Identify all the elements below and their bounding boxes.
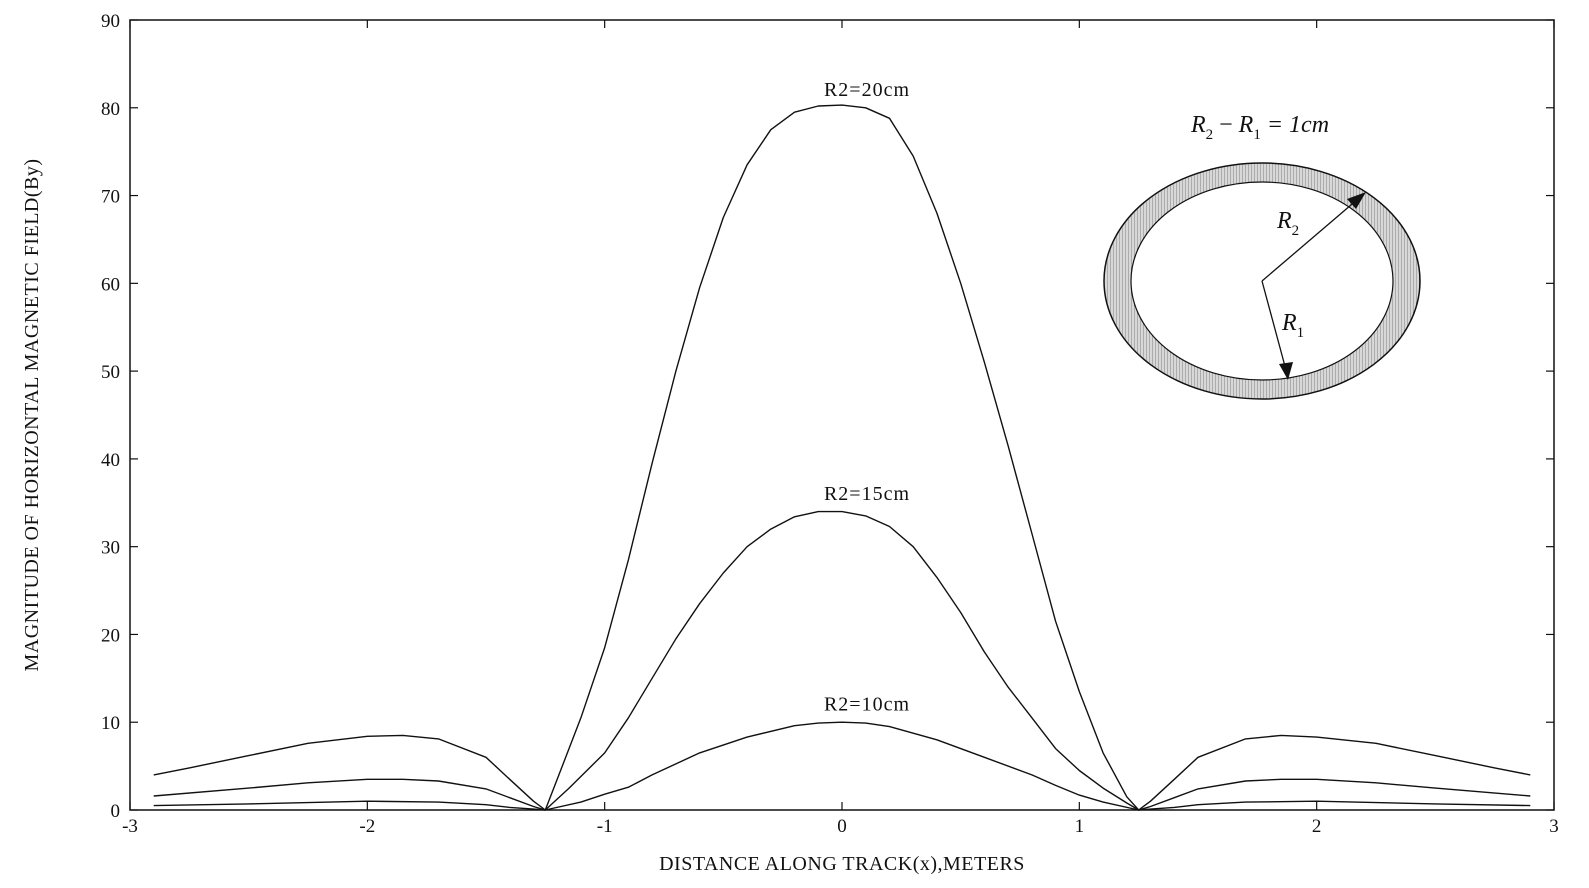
r2-label-sub: 2 (1292, 223, 1300, 239)
inset-title-r2-sub: 2 (1206, 127, 1214, 143)
x-axis-ticks: -3 -2 -1 0 1 2 3 (122, 20, 1559, 837)
x-tick-label: -1 (597, 816, 613, 837)
y-tick-label: 0 (111, 801, 121, 822)
pipe-cross-section-inset: R2 − R1 = 1cm R2 R1 (1103, 112, 1421, 400)
r2-label: R2 (1276, 208, 1299, 239)
curve-label: R2=10cm (824, 694, 910, 716)
inset-title-r1: R (1238, 112, 1254, 138)
inset-title: R2 − R1 = 1cm (1190, 112, 1329, 143)
x-tick-label: -3 (122, 816, 138, 837)
y-tick-label: 60 (101, 274, 120, 295)
r2-radius-line (1261, 198, 1359, 282)
curve-labels: R2=20cm R2=15cm R2=10cm (824, 79, 910, 716)
x-axis-label: DISTANCE ALONG TRACK(x),METERS (659, 853, 1025, 875)
y-tick-label: 50 (101, 362, 120, 383)
series-line (153, 104, 1531, 811)
x-tick-label: 1 (1075, 816, 1085, 837)
series-layer (153, 104, 1531, 811)
curve-label: R2=15cm (824, 483, 910, 505)
y-tick-label: 10 (101, 713, 120, 734)
y-tick-label: 70 (101, 187, 120, 208)
series-line (153, 721, 1531, 811)
y-axis-ticks: 0 10 20 30 40 50 60 70 80 90 (101, 11, 1554, 822)
inset-title-minus: − (1213, 112, 1239, 138)
r1-label-sub: 1 (1297, 325, 1305, 341)
x-tick-label: 0 (837, 816, 847, 837)
y-tick-label: 90 (101, 11, 120, 32)
y-tick-label: 40 (101, 450, 120, 471)
inset-title-r2: R (1190, 112, 1206, 138)
r1-label: R1 (1281, 310, 1304, 341)
y-tick-label: 20 (101, 625, 120, 646)
r2-label-r: R (1276, 208, 1292, 234)
y-tick-label: 80 (101, 99, 120, 120)
r1-radius-line (1261, 280, 1287, 371)
r1-label-r: R (1281, 310, 1297, 336)
plot-frame (129, 19, 1555, 811)
r2-arrowhead-icon (1347, 192, 1366, 209)
x-tick-label: 2 (1312, 816, 1322, 837)
inset-title-r1-sub: 1 (1253, 127, 1261, 143)
x-tick-label: 3 (1549, 816, 1559, 837)
series-line (153, 510, 1531, 811)
curve-label: R2=20cm (824, 79, 910, 101)
y-axis-label: MAGNITUDE OF HORIZONTAL MAGNETIC FIELD(B… (21, 158, 43, 671)
inset-title-eq: = 1cm (1261, 112, 1329, 138)
r1-arrowhead-icon (1279, 362, 1293, 380)
x-tick-label: -2 (359, 816, 375, 837)
y-tick-label: 30 (101, 538, 120, 559)
